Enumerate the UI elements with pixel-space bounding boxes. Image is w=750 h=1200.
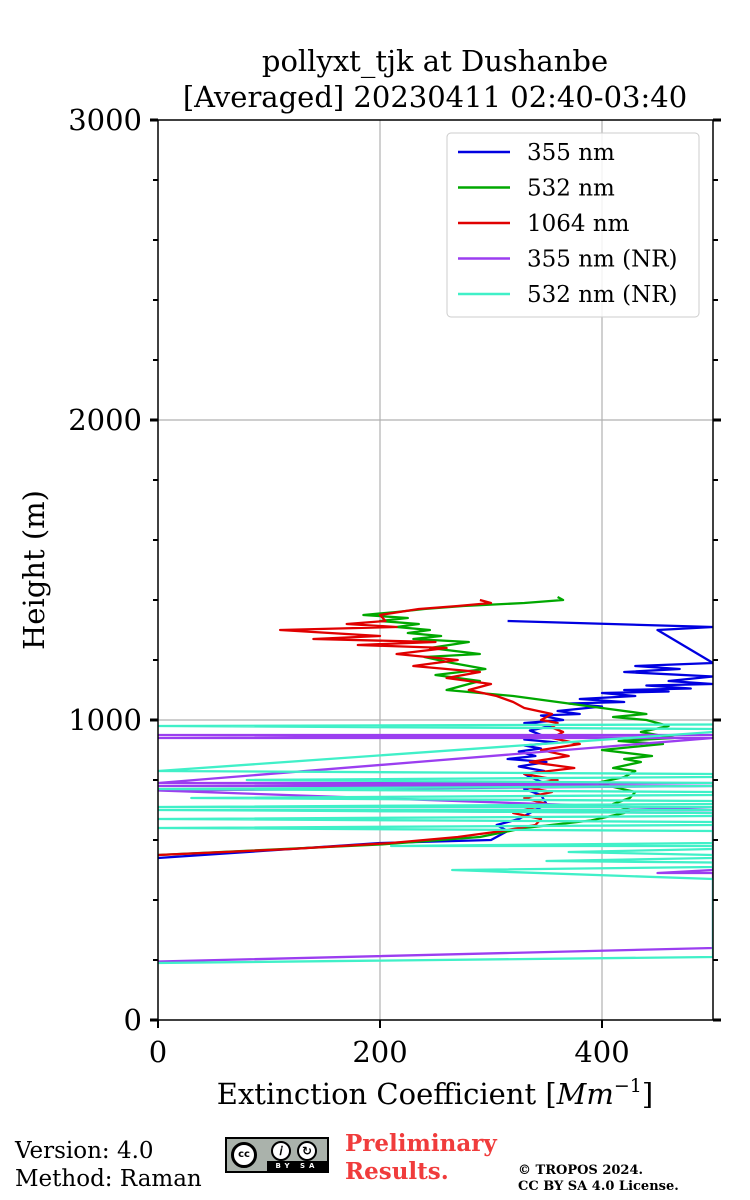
chart-subtitle: [Averaged] 20230411 02:40-03:40 (183, 80, 687, 114)
attribution-icon: 𝘪 (271, 1141, 291, 1161)
x-tick-label: 0 (149, 1035, 167, 1069)
preliminary-line-1: Preliminary (345, 1130, 497, 1157)
legend-label: 355 nm (NR) (527, 247, 678, 273)
x-axis-label: Extinction Coefficient [Mm−1] (217, 1075, 653, 1111)
plot-frame (157, 119, 714, 1021)
series-line-532-nm-nr (158, 723, 713, 965)
legend-label: 1064 nm (527, 211, 630, 237)
copyright-notice: © TROPOS 2024. CC BY SA 4.0 License. (518, 1163, 679, 1195)
share-alike-icon: ↻ (297, 1141, 317, 1161)
legend: 355 nm 532 nm 1064 nm 355 nm (NR) 532 nm (NR… (446, 132, 700, 318)
preliminary-line-2: Results. (345, 1158, 449, 1185)
y-tick-label: 1000 (68, 703, 142, 737)
preliminary-results-notice: Preliminary Results. (345, 1130, 497, 1186)
x-tick-label: 200 (352, 1035, 407, 1069)
copyright-line-2: CC BY SA 4.0 License. (518, 1179, 679, 1194)
legend-label: 355 nm (527, 140, 615, 166)
license-short-text: BY SA (267, 1161, 327, 1171)
chart-title: pollyxt_tjk at Dushanbe (262, 44, 608, 79)
axis-ticks: 0 200 400 0 1000 2000 3000 (68, 103, 721, 1069)
legend-label: 532 nm (527, 176, 615, 202)
series-line-355-nm-nr (158, 733, 713, 963)
cc-by-sa-license-badge: cc 𝘪 ↻ BY SA (225, 1137, 329, 1173)
y-axis-label: Height (m) (17, 490, 51, 650)
legend-box (446, 132, 700, 318)
series-line-532-nm (158, 595, 676, 857)
copyright-line-1: © TROPOS 2024. (518, 1163, 644, 1178)
method-text: Method: Raman (15, 1166, 202, 1192)
x-tick-label: 400 (574, 1035, 629, 1069)
legend-label: 532 nm (NR) (527, 282, 678, 308)
version-text: Version: 4.0 (15, 1138, 154, 1164)
y-tick-label: 2000 (68, 403, 142, 437)
data-series (158, 595, 713, 965)
y-tick-label: 0 (124, 1003, 142, 1037)
footer-info: Version: 4.0 Method: Raman (15, 1137, 202, 1193)
cc-icon: cc (231, 1142, 257, 1168)
y-tick-label: 3000 (68, 103, 142, 137)
